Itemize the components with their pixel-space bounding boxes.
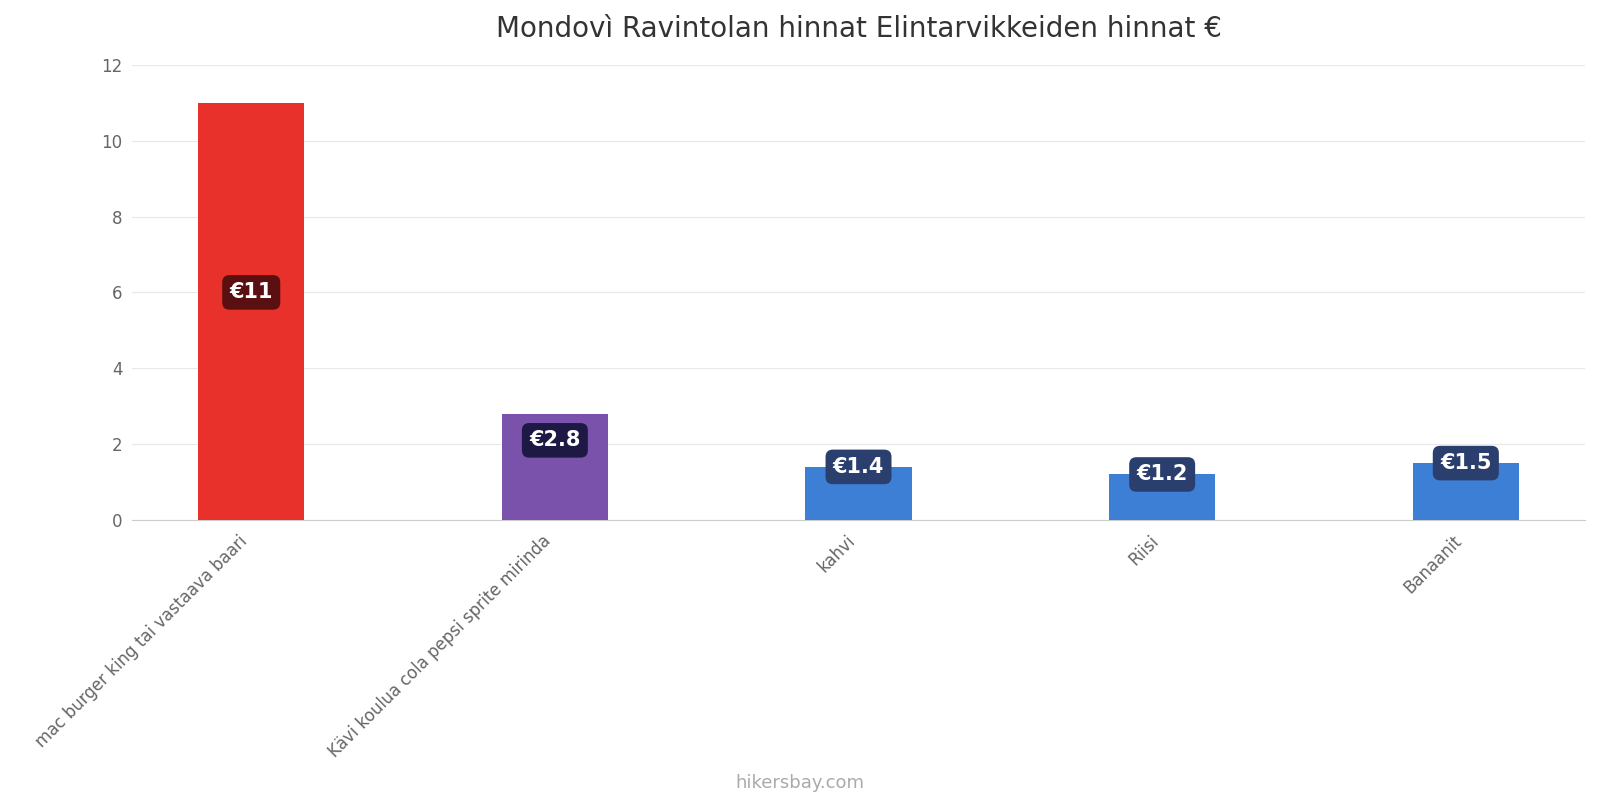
Text: €1.4: €1.4	[834, 457, 885, 477]
Text: €1.5: €1.5	[1440, 453, 1491, 473]
Text: €11: €11	[229, 282, 274, 302]
Text: €2.8: €2.8	[530, 430, 581, 450]
Bar	[1413, 463, 1518, 520]
Bar	[198, 102, 304, 520]
Bar	[805, 467, 912, 520]
Text: €1.2: €1.2	[1136, 465, 1187, 485]
Bar	[1109, 474, 1216, 520]
Text: hikersbay.com: hikersbay.com	[736, 774, 864, 792]
Bar	[502, 414, 608, 520]
Title: Mondovì Ravintolan hinnat Elintarvikkeiden hinnat €: Mondovì Ravintolan hinnat Elintarvikkeid…	[496, 15, 1221, 43]
